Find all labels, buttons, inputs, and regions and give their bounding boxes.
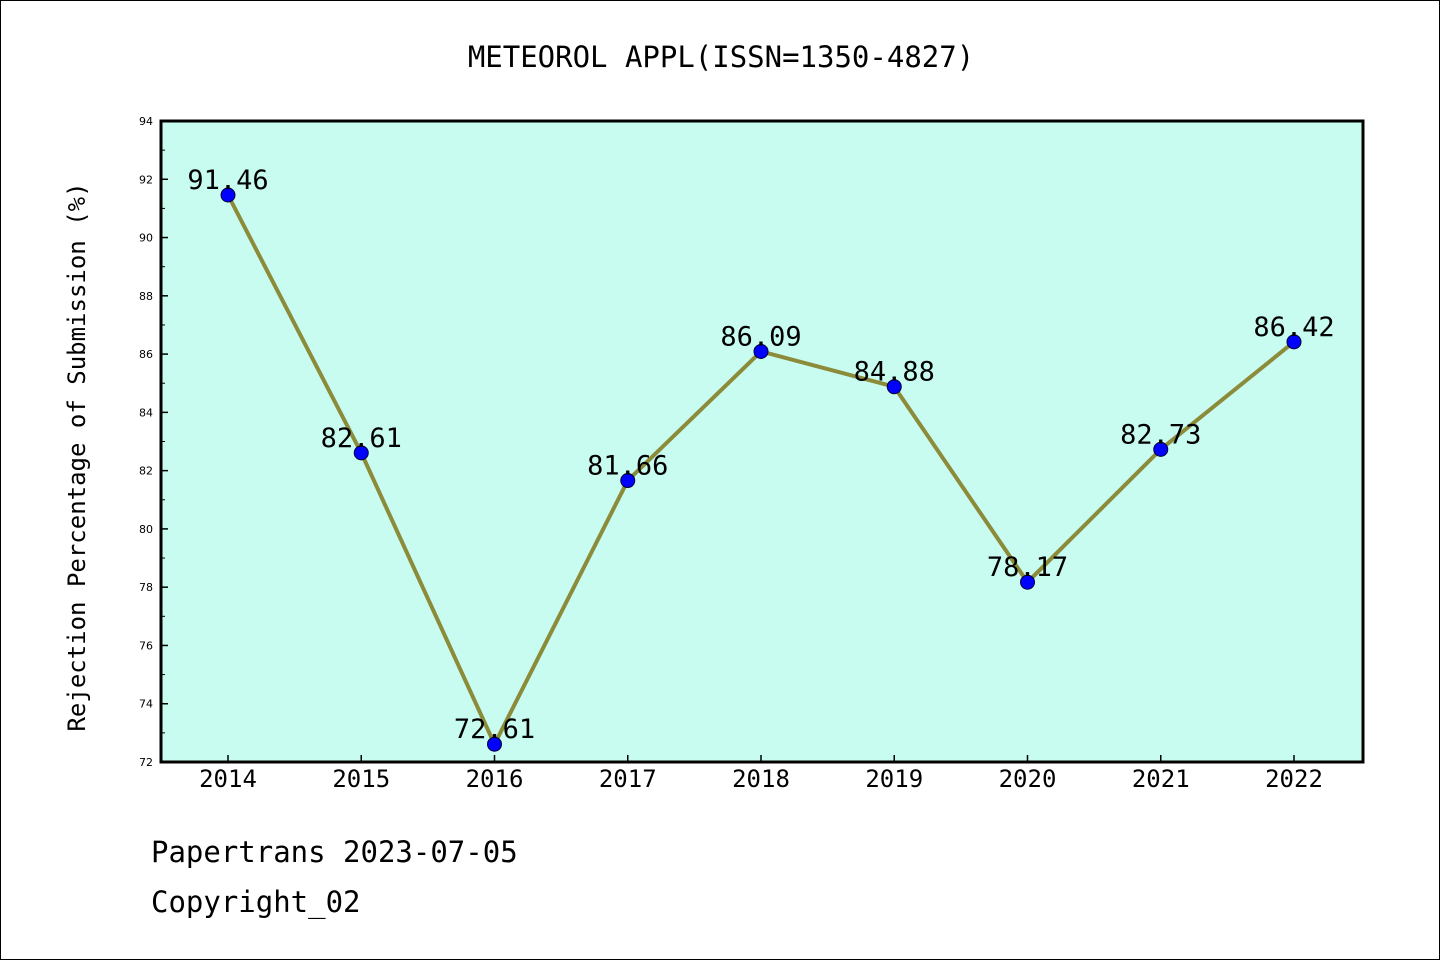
x-tick-label: 2022 — [1265, 765, 1323, 793]
series-line-segment — [359, 450, 497, 747]
data-point — [220, 187, 236, 203]
data-point — [487, 736, 502, 752]
y-tick-label: 94 — [139, 115, 153, 128]
data-label: 82.61 — [321, 423, 402, 454]
series-line-segment — [226, 193, 364, 455]
series-line-segment — [625, 349, 763, 483]
data-label: 82.73 — [1120, 419, 1201, 450]
data-label: 86.09 — [720, 321, 801, 352]
y-tick-label: 90 — [139, 232, 153, 245]
y-tick-label: 80 — [139, 523, 153, 536]
data-label: 72.61 — [454, 714, 535, 745]
y-tick-label: 84 — [139, 406, 153, 419]
data-label: 78.17 — [987, 552, 1068, 583]
data-labels: 91.46 82.61 72.61 81.66 86.09 84.88 78.17 82.73… — [187, 165, 1334, 745]
y-tick-label: 82 — [139, 465, 153, 478]
footer-copyright: Copyright_02 — [151, 885, 361, 919]
x-tick-label: 2021 — [1132, 765, 1190, 793]
series-line-segment — [1158, 339, 1296, 452]
y-tick-label: 76 — [139, 639, 153, 652]
series-line-segment — [759, 349, 897, 389]
y-tick-label: 86 — [139, 348, 153, 361]
plot-area — [159, 119, 1365, 764]
footer-date: Papertrans 2023-07-05 — [151, 835, 518, 869]
y-tick-label: 78 — [139, 581, 153, 594]
series-line-segment — [1025, 447, 1163, 585]
y-tick-label: 72 — [139, 756, 153, 769]
data-point — [353, 445, 369, 461]
y-axis-label: Rejection Percentage of Submission (%) — [63, 182, 91, 731]
data-point — [1153, 441, 1169, 457]
x-tick-label: 2019 — [865, 765, 923, 793]
data-point — [886, 379, 902, 395]
x-axis-ticks: 2014 2015 2016 2017 2018 2019 2020 2021 2022 — [199, 755, 1323, 793]
data-point — [620, 473, 636, 489]
series-line-segment — [492, 478, 630, 747]
data-label: 86.42 — [1253, 312, 1334, 343]
series-line-segment — [892, 384, 1030, 585]
x-tick-label: 2014 — [199, 765, 257, 793]
data-markers — [220, 187, 1302, 752]
x-tick-label: 2020 — [999, 765, 1057, 793]
data-label: 81.66 — [587, 451, 668, 482]
data-label: 84.88 — [854, 357, 935, 388]
y-tick-label: 74 — [139, 698, 153, 711]
x-tick-label: 2015 — [332, 765, 390, 793]
x-tick-label: 2017 — [599, 765, 657, 793]
series-line-group — [226, 193, 1296, 747]
data-point — [1286, 334, 1302, 350]
y-tick-label: 92 — [139, 173, 153, 186]
data-point — [753, 343, 769, 359]
x-tick-label: 2018 — [732, 765, 790, 793]
data-label: 91.46 — [187, 165, 268, 196]
chart-title: METEOROL APPL(ISSN=1350-4827) — [468, 40, 974, 74]
y-axis-ticks: 72 74 76 78 80 82 84 86 88 90 92 94 — [139, 115, 168, 769]
data-point — [1020, 574, 1035, 590]
y-tick-label: 88 — [139, 290, 153, 303]
x-tick-label: 2016 — [466, 765, 524, 793]
